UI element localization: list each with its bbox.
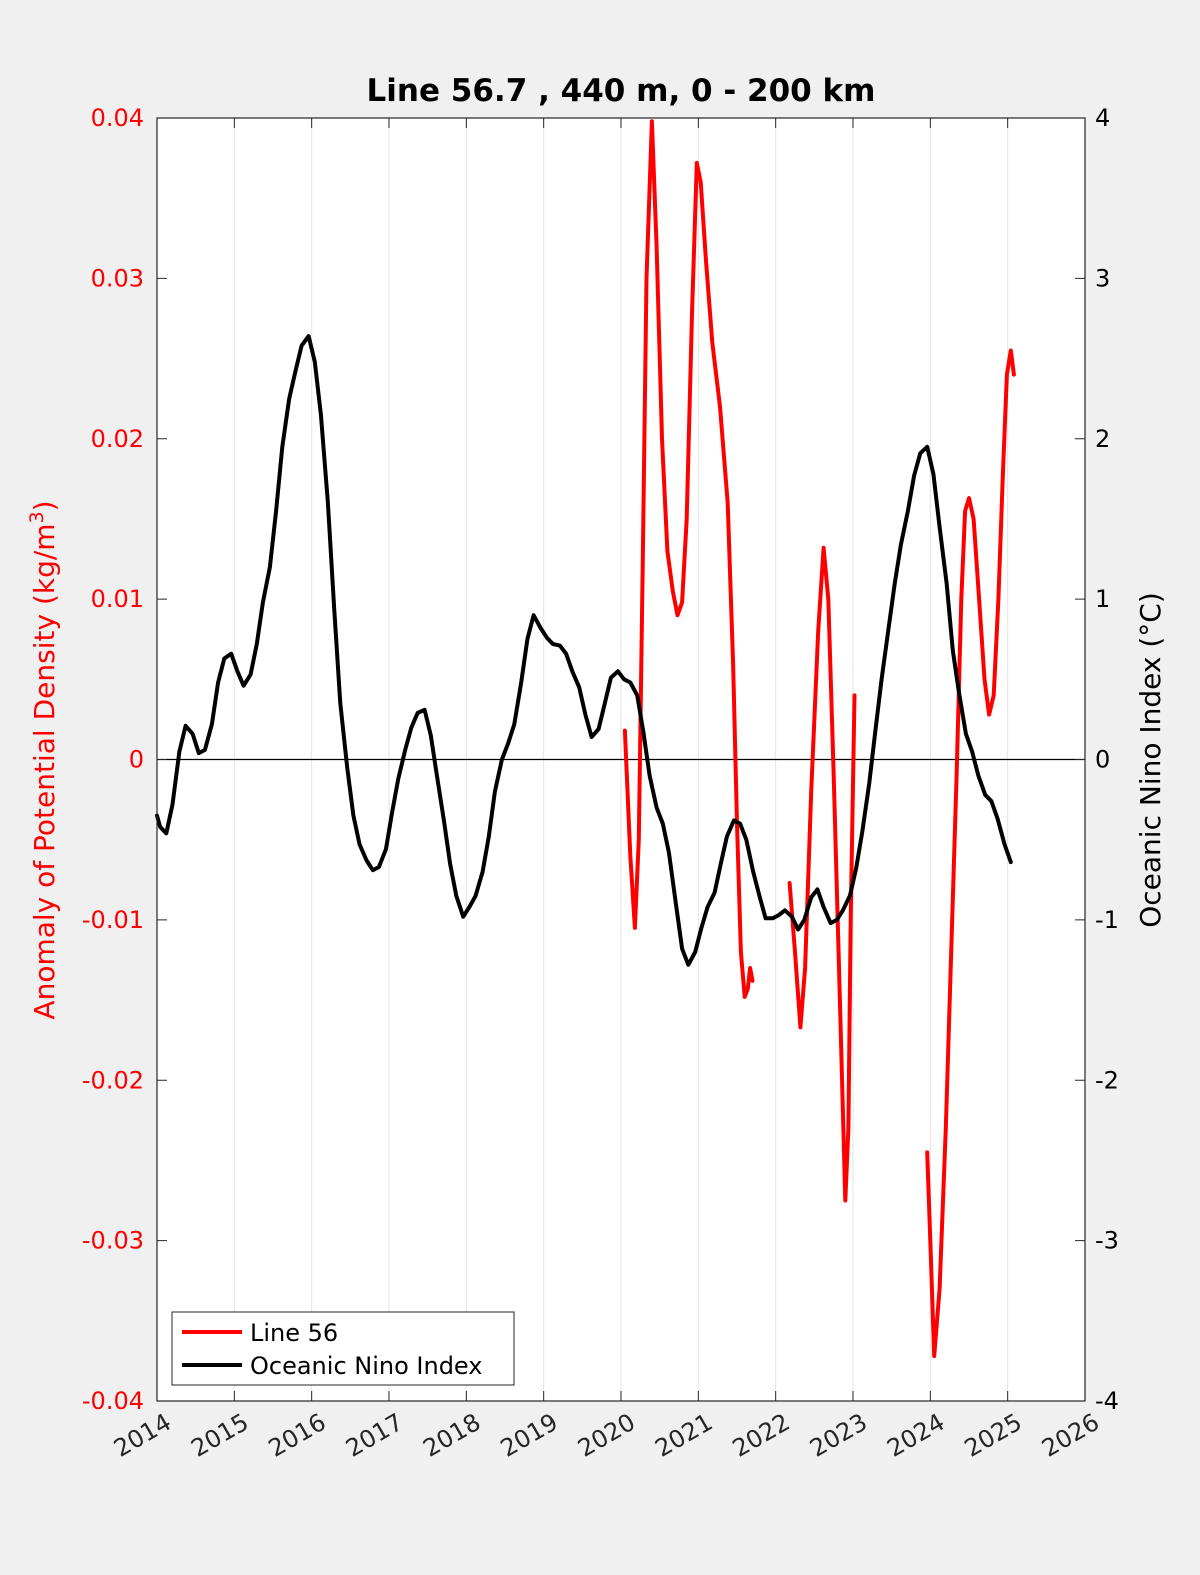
y-left-tick-label: -0.03 xyxy=(82,1227,144,1255)
x-tick-label: 2023 xyxy=(805,1408,872,1463)
left-axis-title-sup: 3 xyxy=(26,511,48,523)
legend-box xyxy=(171,1311,515,1386)
x-tick-label: 2021 xyxy=(650,1408,717,1463)
x-tick-label: 2022 xyxy=(728,1408,795,1463)
legend-label-line56: Line 56 xyxy=(250,1319,338,1347)
series-oni-line xyxy=(155,334,1013,967)
x-tick-label: 2017 xyxy=(341,1408,408,1463)
series-layer xyxy=(155,119,1016,1359)
x-tick-label: 2014 xyxy=(109,1408,176,1463)
series-line56-line xyxy=(787,545,857,1203)
y-left-tick-label: 0.01 xyxy=(91,585,144,613)
right-axis-title: Oceanic Nino Index (°C) xyxy=(1134,592,1167,928)
x-tick-label: 2015 xyxy=(186,1408,253,1463)
x-tick-label: 2016 xyxy=(264,1408,331,1463)
left-axis-title: Anomaly of Potential Density (kg/m3) xyxy=(26,500,61,1019)
y-right-tick-label: -3 xyxy=(1095,1227,1119,1255)
legend: Line 56 Oceanic Nino Index xyxy=(171,1311,515,1386)
x-tick-label: 2025 xyxy=(960,1408,1027,1463)
y-left-tick-label: 0 xyxy=(129,746,144,774)
legend-label-oni: Oceanic Nino Index xyxy=(250,1352,482,1380)
x-tick-label: 2026 xyxy=(1037,1408,1104,1463)
left-axis-title-suffix: ) xyxy=(28,500,61,511)
y-right-tick-label: 1 xyxy=(1095,585,1110,613)
series-line56-line xyxy=(925,348,1016,1359)
y-right-tick-label: 2 xyxy=(1095,425,1110,453)
y-right-tick-label: -4 xyxy=(1095,1387,1119,1415)
x-tick-label: 2019 xyxy=(496,1408,563,1463)
y-left-tick-label: 0.02 xyxy=(91,425,144,453)
y-left-tick-label: 0.04 xyxy=(91,104,144,132)
chart-title: Line 56.7 , 440 m, 0 - 200 km xyxy=(367,73,876,109)
y-right-tick-label: -2 xyxy=(1095,1066,1119,1094)
y-right-tick-label: -1 xyxy=(1095,906,1119,934)
series-line56-line xyxy=(622,119,755,999)
y-right-tick-label: 0 xyxy=(1095,746,1110,774)
x-tick-label: 2020 xyxy=(573,1408,640,1463)
x-tick-label: 2018 xyxy=(418,1408,485,1463)
y-left-tick-label: -0.02 xyxy=(82,1066,144,1094)
left-axis-title-prefix: Anomaly of Potential Density (kg/m xyxy=(28,523,61,1019)
y-left-tick-label: 0.03 xyxy=(91,264,144,292)
y-left-tick-label: -0.04 xyxy=(82,1387,144,1415)
x-tick-label: 2024 xyxy=(882,1408,949,1463)
y-right-tick-label: 3 xyxy=(1095,264,1110,292)
y-right-tick-label: 4 xyxy=(1095,104,1110,132)
y-left-tick-label: -0.01 xyxy=(82,906,144,934)
